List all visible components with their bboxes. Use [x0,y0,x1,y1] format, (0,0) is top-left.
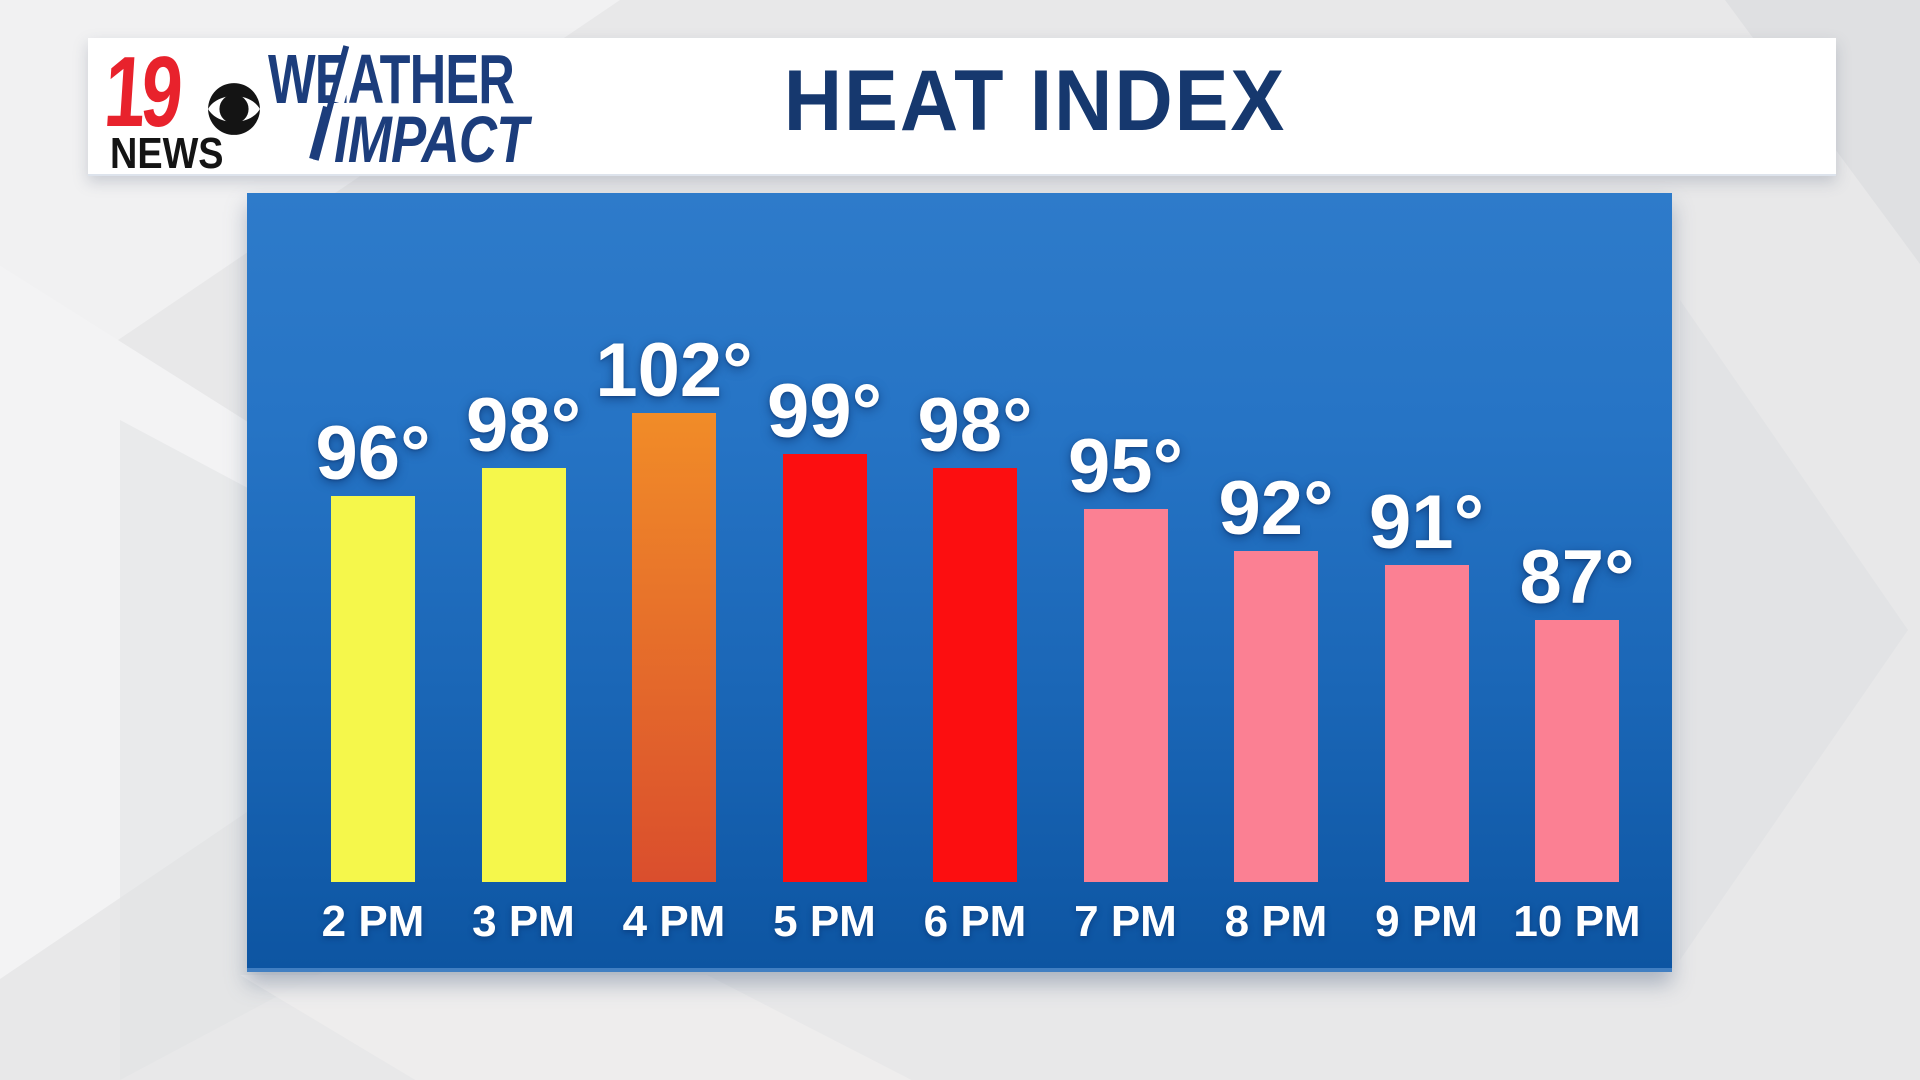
bar-group: 96° 2 PM [298,193,448,968]
bar [331,496,415,882]
bar-time-label: 4 PM [622,896,726,946]
bar-value-label: 98° [917,383,1033,468]
bar-group: 92° 8 PM [1201,193,1351,968]
bar-time-label: 2 PM [321,896,425,946]
bar-value-label: 99° [767,369,882,454]
brand-line1: WEATHER [268,40,515,118]
bar-time-label: 3 PM [472,896,575,946]
bar-value-label: 87° [1519,535,1635,620]
header-banner: 19 NEWS WEATHER IMPACT HEAT INDEX [88,36,1836,176]
station-logo: 19 NEWS [100,36,280,176]
bar-group: 99° 5 PM [750,193,900,968]
bar [1083,509,1168,882]
bar-time-label: 10 PM [1513,896,1641,946]
brand-line2: IMPACT [334,102,528,176]
bar-time-label: 9 PM [1375,896,1478,946]
heat-index-chart: 96° 2 PM 98° 3 PM 102° 4 PM 99° 5 PM 98° 6 PM 95° 7… [247,193,1672,972]
bar-group: 102° 4 PM [595,193,752,968]
bar [481,468,566,882]
bar-time-label: 5 PM [773,896,876,946]
cbs-eye-icon [204,82,264,136]
bar [933,468,1017,882]
bar-group: 87° 10 PM [1502,193,1652,968]
bar [1384,565,1469,882]
station-number: 19 [101,36,182,148]
bar-value-label: 98° [466,383,581,468]
page-title: HEAT INDEX [783,53,1287,149]
bar-time-label: 7 PM [1074,896,1177,946]
bar [1234,551,1318,882]
bar [782,454,867,882]
background-shape [240,975,912,1080]
bar-value-label: 96° [315,411,431,496]
bar-group: 98° 6 PM [900,193,1050,968]
bar-value-label: 95° [1068,424,1183,509]
bar [632,413,716,882]
weather-impact-logo: WEATHER IMPACT [268,40,608,176]
bar-group: 95° 7 PM [1051,193,1201,968]
bar-group: 98° 3 PM [449,193,599,968]
bar-group: 91° 9 PM [1352,193,1502,968]
station-name: NEWS [110,129,224,178]
bar-time-label: 6 PM [923,896,1027,946]
bar-value-label: 102° [595,328,753,413]
bar-value-label: 92° [1218,466,1334,551]
background-shape [1680,300,1908,960]
bar-time-label: 8 PM [1224,896,1328,946]
bar [1535,620,1619,882]
bar-value-label: 91° [1369,480,1484,565]
